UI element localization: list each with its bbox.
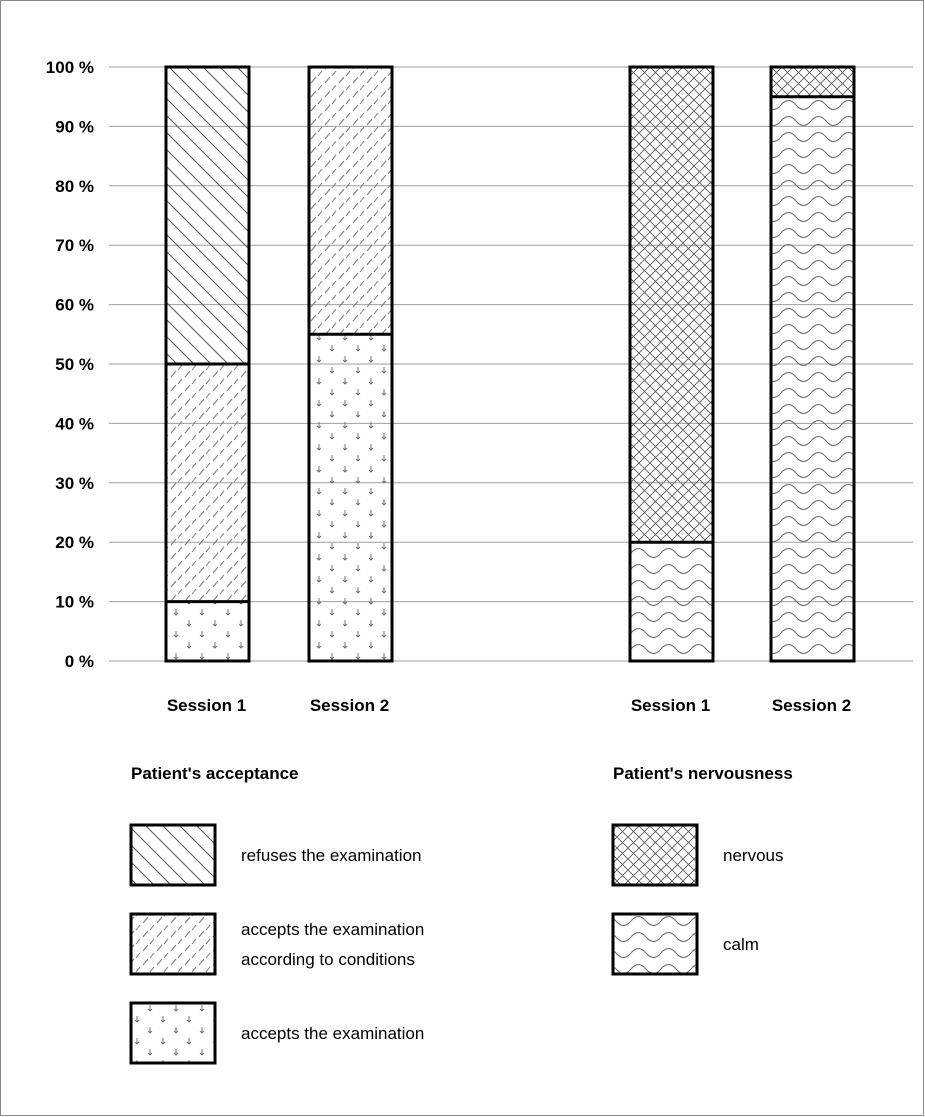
x-category-label: Session 1 [631,696,710,715]
y-tick-label: 60 % [55,296,94,315]
legend-label: refuses the examination [241,846,422,865]
legend: Patient's acceptance refuses the examinat… [129,764,793,1065]
group-title: Patient's acceptance [131,764,299,783]
legend-swatch [129,912,217,976]
y-tick-label: 0 % [65,652,94,671]
bar-segment [771,67,854,97]
y-tick-label: 40 % [55,414,94,433]
legend-label: according to conditions [241,950,415,969]
y-tick-label: 20 % [55,533,94,552]
legend-swatch [611,912,699,976]
y-tick-label: 50 % [55,355,94,374]
bars [164,65,856,663]
legend-swatch [611,823,699,887]
bar-outline [628,65,715,663]
legend-label: calm [723,935,759,954]
bar-segment [630,542,713,661]
bar-outline [164,65,251,663]
y-tick-label: 90 % [55,117,94,136]
x-category-label: Session 2 [310,696,389,715]
bar-segment [309,67,392,335]
legend-swatch [129,823,217,887]
bar-segment [166,67,249,364]
legend-label: nervous [723,846,783,865]
bar-outline [307,65,394,663]
category-labels: Session 1 Session 2 Session 1 Session 2 [167,696,851,715]
legend-label: accepts the examination [241,1024,424,1043]
y-tick-label: 70 % [55,236,94,255]
bar-segment [630,67,713,543]
bar-segment [309,334,392,661]
bar-segment [166,364,249,602]
x-category-label: Session 1 [167,696,246,715]
y-tick-label: 10 % [55,593,94,612]
bar-segment [166,601,249,661]
legend-swatch [129,1001,217,1065]
legend-label: accepts the examination [241,920,424,939]
group-title: Patient's nervousness [613,764,793,783]
y-tick-label: 100 % [46,58,94,77]
bar-outline [769,65,856,663]
y-tick-label: 80 % [55,177,94,196]
x-category-label: Session 2 [772,696,851,715]
y-axis-ticks: 0 % 10 % 20 % 30 % 40 % 50 % 60 % 70 % 80 % 90 % 1… [46,58,94,671]
bar-segment [771,96,854,661]
y-tick-label: 30 % [55,474,94,493]
